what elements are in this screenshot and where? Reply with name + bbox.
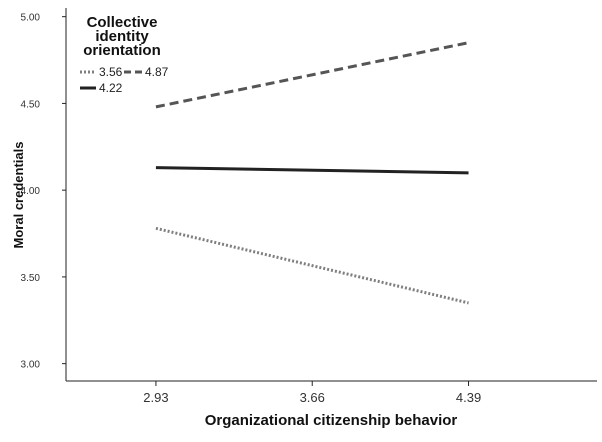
y-axis-label: Moral credentials (11, 142, 26, 249)
x-tick-label: 3.66 (300, 390, 325, 405)
legend-title-line-2: identity (95, 28, 149, 45)
axes (65, 8, 597, 382)
legend-title-line-3: orientation (83, 42, 161, 59)
series-line-4-87 (155, 41, 469, 109)
legend-title-line-1: Collective (87, 14, 158, 31)
y-ticks: 3.00 3.50 4.00 4.50 5.00 (21, 13, 66, 371)
legend-label-series-1: 3.56 (99, 65, 123, 79)
legend-label-series-3: 4.22 (99, 81, 123, 95)
y-tick-label: 4.50 (21, 99, 41, 110)
x-tick-label: 4.39 (456, 390, 481, 405)
x-axis-label: Organizational citizenship behavior (205, 412, 458, 429)
y-tick-label: 3.00 (21, 360, 41, 371)
series-line-3-56 (155, 226, 469, 305)
x-ticks: 2.93 3.66 4.39 (143, 381, 481, 405)
y-tick-label: 5.00 (21, 13, 41, 24)
legend-label-series-2: 4.87 (145, 65, 169, 79)
legend: Collective identity orientation 3.56 4.8… (80, 14, 169, 95)
series-lines (155, 41, 469, 305)
y-tick-label: 4.00 (21, 186, 41, 197)
y-tick-label: 3.50 (21, 273, 41, 284)
x-tick-label: 2.93 (143, 390, 168, 405)
series-line-4-22 (155, 166, 469, 175)
